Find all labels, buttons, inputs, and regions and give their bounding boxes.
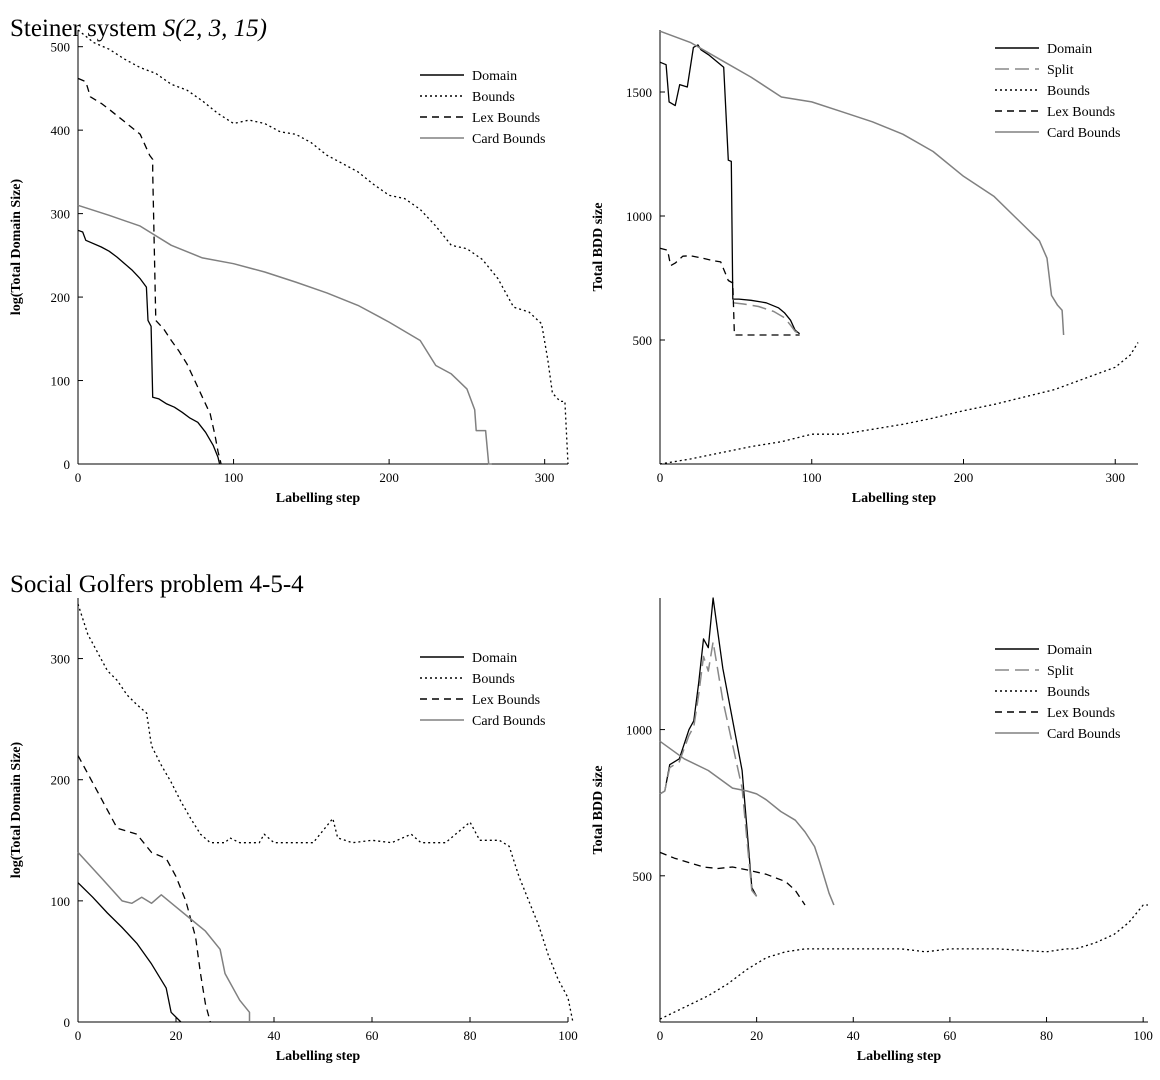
legend-label-domain: Domain (1047, 42, 1092, 57)
series-line-bounds (77, 603, 574, 1023)
x-tick-label: 20 (170, 1028, 183, 1043)
legend-label-card-bounds: Card Bounds (1047, 126, 1121, 141)
legend: Domain Bounds Lex Bounds Card Bounds (420, 69, 546, 147)
legend-label-split: Split (1047, 63, 1074, 78)
y-axis-label: Total BDD size (591, 766, 606, 855)
series-line-bounds (77, 29, 569, 465)
legend-label-lex-bounds: Lex Bounds (472, 693, 540, 708)
x-axis-label: Labelling step (276, 491, 361, 506)
series-line-card-bounds (659, 30, 1065, 336)
legend-label-domain: Domain (472, 69, 517, 84)
series-line-domain (659, 597, 758, 897)
series-line-split (732, 302, 800, 335)
y-tick-label: 0 (64, 1015, 71, 1030)
x-tick-label: 0 (657, 470, 664, 485)
legend-label-bounds: Bounds (1047, 685, 1090, 700)
legend-label-domain: Domain (1047, 643, 1092, 658)
series-line-domain (77, 229, 221, 465)
x-tick-label: 100 (558, 1028, 578, 1043)
y-axis-label: log(Total Domain Size) (9, 741, 24, 878)
series-line-card-bounds (77, 204, 492, 465)
series-line-card-bounds (659, 740, 835, 906)
legend: Domain Bounds Lex Bounds Card Bounds (420, 651, 546, 729)
x-axis-label: Labelling step (276, 1049, 361, 1064)
chart-1: 0 100 200 300 0 100 200 300 400 500 Labelling step… (9, 29, 569, 506)
y-tick-label: 1500 (626, 85, 652, 100)
y-axis-label: log(Total Domain Size) (9, 178, 24, 315)
chart-3: 0 20 40 60 80 100 0 100 200 300 Labelling step log(… (9, 598, 578, 1064)
x-tick-label: 60 (366, 1028, 379, 1043)
y-tick-label: 300 (51, 652, 71, 667)
series-line-split (659, 641, 758, 897)
x-tick-label: 80 (464, 1028, 477, 1043)
x-tick-label: 0 (657, 1028, 664, 1043)
series-line-domain (77, 882, 182, 1023)
legend-label-bounds: Bounds (472, 90, 515, 105)
x-tick-label: 20 (750, 1028, 763, 1043)
y-tick-label: 0 (64, 457, 71, 472)
legend-label-split: Split (1047, 664, 1074, 679)
series-line-lex-bounds (659, 851, 806, 906)
y-tick-label: 500 (633, 869, 653, 884)
x-tick-label: 0 (75, 470, 82, 485)
legend-label-card-bounds: Card Bounds (472, 714, 546, 729)
series-line-lex-bounds (77, 755, 211, 1023)
series-line-lex-bounds (659, 247, 800, 336)
legend-label-card-bounds: Card Bounds (1047, 727, 1121, 742)
x-tick-label: 40 (847, 1028, 860, 1043)
x-tick-label: 100 (802, 470, 822, 485)
legend-label-lex-bounds: Lex Bounds (1047, 706, 1115, 721)
series-line-bounds (659, 904, 1148, 1020)
legend-label-card-bounds: Card Bounds (472, 132, 546, 147)
y-tick-label: 1000 (626, 723, 652, 738)
y-tick-label: 200 (51, 290, 71, 305)
x-tick-label: 100 (1133, 1028, 1153, 1043)
series-line-lex-bounds (77, 77, 222, 465)
series-line-domain (659, 44, 801, 335)
chart-2: 0 100 200 300 500 1000 1500 Labelling step Total… (591, 30, 1139, 506)
x-tick-label: 40 (268, 1028, 281, 1043)
legend-label-lex-bounds: Lex Bounds (1047, 105, 1115, 120)
section-title-golfers: Social Golfers problem 4-5-4 (10, 571, 304, 598)
y-tick-label: 300 (51, 207, 71, 222)
x-tick-label: 60 (943, 1028, 956, 1043)
y-tick-label: 500 (51, 40, 71, 55)
legend-label-lex-bounds: Lex Bounds (472, 111, 540, 126)
x-tick-label: 200 (954, 470, 974, 485)
y-tick-label: 200 (51, 773, 71, 788)
section-title-steiner: Steiner system S(2, 3, 15) (10, 15, 267, 42)
x-tick-label: 0 (75, 1028, 82, 1043)
x-tick-label: 300 (1105, 470, 1125, 485)
chart-4: 0 20 40 60 80 100 500 1000 Labelling step Total B… (591, 597, 1153, 1064)
series-line-bounds (659, 342, 1139, 465)
x-axis-label: Labelling step (852, 491, 937, 506)
legend-label-bounds: Bounds (1047, 84, 1090, 99)
y-tick-label: 500 (633, 333, 653, 348)
legend-label-domain: Domain (472, 651, 517, 666)
x-tick-label: 80 (1040, 1028, 1053, 1043)
y-tick-label: 100 (51, 374, 71, 389)
series-line-card-bounds (77, 851, 251, 1022)
y-axis-label: Total BDD size (591, 203, 606, 292)
x-axis-label: Labelling step (857, 1049, 942, 1064)
y-tick-label: 400 (51, 123, 71, 138)
x-tick-label: 300 (535, 470, 555, 485)
legend: Domain Split Bounds Lex Bounds Card Bounds (995, 643, 1121, 742)
y-tick-label: 100 (51, 894, 71, 909)
legend: Domain Split Bounds Lex Bounds Card Bounds (995, 42, 1121, 141)
x-tick-label: 100 (224, 470, 244, 485)
legend-label-bounds: Bounds (472, 672, 515, 687)
x-tick-label: 200 (379, 470, 399, 485)
y-tick-label: 1000 (626, 209, 652, 224)
